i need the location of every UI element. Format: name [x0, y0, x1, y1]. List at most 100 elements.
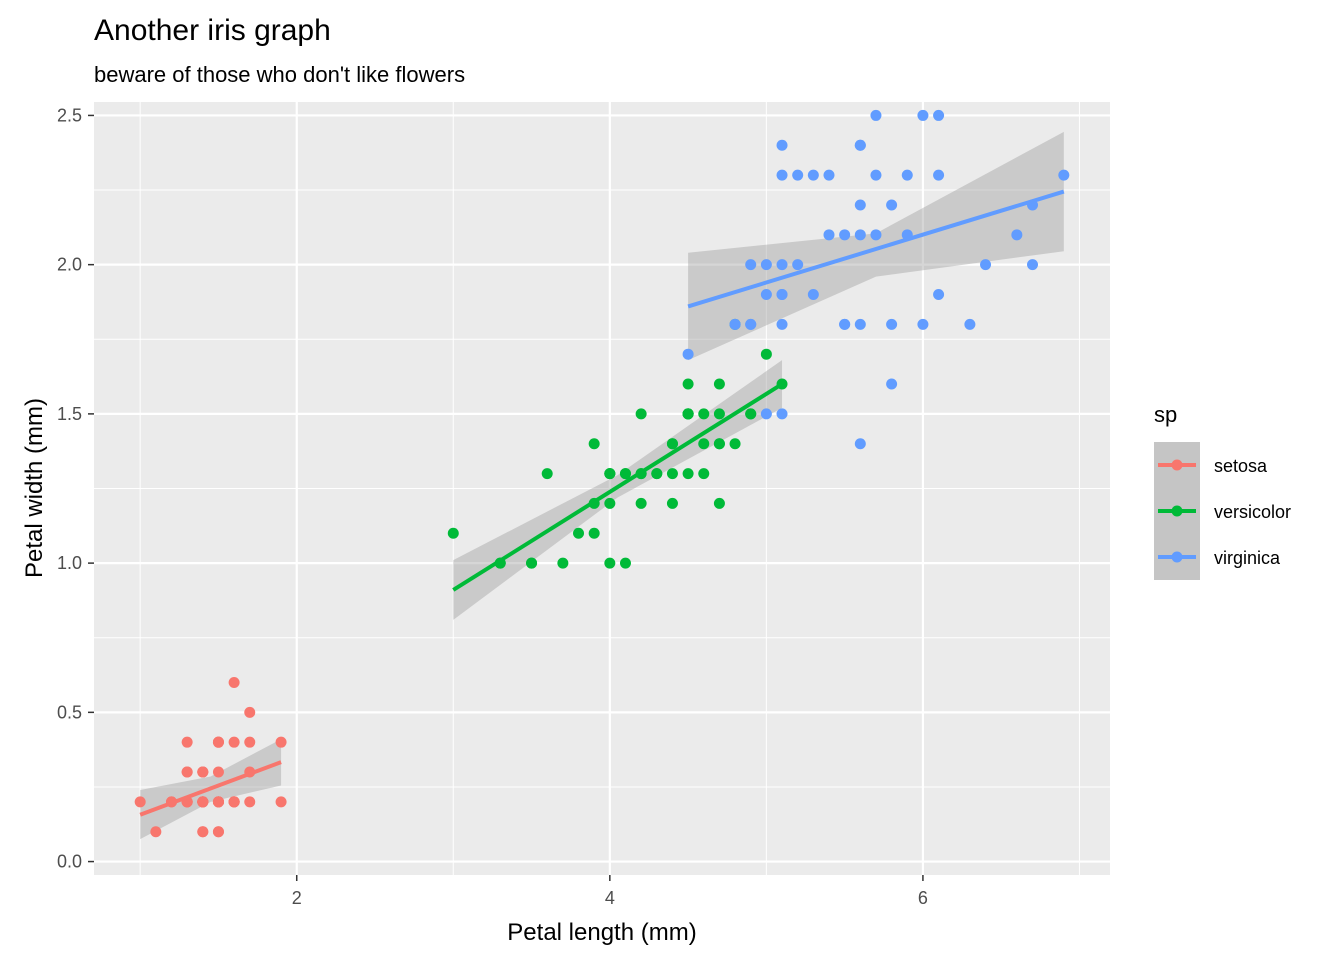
data-point-setosa: [275, 736, 287, 748]
confidence-band-versicolor: [453, 360, 783, 620]
legend-label-setosa: setosa: [1214, 456, 1268, 476]
data-point-versicolor: [682, 408, 694, 420]
data-point-virginica: [776, 259, 788, 271]
axis-ticks: 2 4 6 0.0 0.5 1.0 1.5 2.0 2.5: [57, 105, 928, 908]
data-point-virginica: [854, 229, 866, 241]
data-point-versicolor: [541, 468, 553, 480]
data-point-setosa: [150, 826, 162, 838]
data-point-versicolor: [588, 527, 600, 539]
y-tick-label: 1.0: [57, 553, 82, 573]
fit-line-virginica: [687, 189, 1065, 309]
data-point-virginica: [917, 318, 929, 330]
y-axis-title: Petal width (mm): [21, 398, 48, 578]
grid-lines: [94, 102, 1110, 875]
legend: setosa versicolor virginica: [1154, 442, 1291, 580]
data-point-virginica: [823, 169, 835, 181]
data-point-versicolor: [666, 497, 678, 509]
data-point-versicolor: [557, 557, 569, 569]
data-point-virginica: [1058, 169, 1070, 181]
data-point-virginica: [760, 408, 772, 420]
y-tick-label: 2.0: [57, 255, 82, 275]
data-point-virginica: [854, 438, 866, 450]
data-point-virginica: [839, 229, 851, 241]
data-point-virginica: [776, 289, 788, 301]
data-point-versicolor: [651, 468, 663, 480]
data-point-virginica: [776, 139, 788, 151]
data-point-versicolor: [666, 468, 678, 480]
data-point-virginica: [886, 199, 898, 211]
data-point-setosa: [212, 736, 224, 748]
data-point-virginica: [823, 229, 835, 241]
data-point-virginica: [917, 109, 929, 121]
data-point-versicolor: [666, 438, 678, 450]
data-point-virginica: [886, 318, 898, 330]
data-point-setosa: [244, 736, 256, 748]
data-point-virginica: [682, 348, 694, 360]
y-tick-label: 0.5: [57, 702, 82, 722]
data-point-setosa: [228, 796, 240, 808]
data-point-virginica: [807, 169, 819, 181]
data-point-virginica: [933, 289, 945, 301]
legend-point-virginica: [1171, 551, 1183, 563]
y-tick-label: 2.5: [57, 105, 82, 125]
data-point-virginica: [1011, 229, 1023, 241]
data-point-versicolor: [713, 378, 725, 390]
data-point-virginica: [760, 289, 772, 301]
x-axis-title: Petal length (mm): [507, 919, 696, 946]
data-point-versicolor: [604, 468, 616, 480]
data-point-virginica: [870, 109, 882, 121]
data-point-virginica: [745, 318, 757, 330]
data-point-virginica: [807, 289, 819, 301]
data-point-virginica: [792, 169, 804, 181]
x-tick-label: 6: [918, 888, 928, 908]
data-point-virginica: [901, 169, 913, 181]
legend-title: sp: [1154, 402, 1177, 427]
data-point-versicolor: [698, 468, 710, 480]
data-point-versicolor: [745, 408, 757, 420]
data-point-versicolor: [526, 557, 538, 569]
data-point-setosa: [228, 736, 240, 748]
confidence-band-virginica: [688, 131, 1064, 361]
data-point-versicolor: [682, 378, 694, 390]
chart-title: Another iris graph: [94, 14, 331, 47]
legend-point-versicolor: [1171, 505, 1183, 517]
data-point-setosa: [197, 796, 209, 808]
chart-subtitle: beware of those who don't like flowers: [94, 62, 465, 87]
data-point-virginica: [745, 259, 757, 271]
y-tick-label: 1.5: [57, 404, 82, 424]
data-point-virginica: [776, 169, 788, 181]
data-point-versicolor: [713, 497, 725, 509]
data-point-virginica: [854, 318, 866, 330]
data-point-virginica: [776, 408, 788, 420]
data-point-virginica: [964, 318, 976, 330]
data-point-setosa: [134, 796, 146, 808]
legend-label-versicolor: versicolor: [1214, 502, 1291, 522]
y-tick-label: 0.0: [57, 852, 82, 872]
data-point-virginica: [839, 318, 851, 330]
data-point-setosa: [181, 736, 193, 748]
data-point-virginica: [729, 318, 741, 330]
data-point-virginica: [854, 139, 866, 151]
data-point-setosa: [244, 796, 256, 808]
data-point-setosa: [244, 706, 256, 718]
data-point-versicolor: [635, 408, 647, 420]
data-point-setosa: [212, 796, 224, 808]
legend-point-setosa: [1171, 459, 1183, 471]
legend-label-virginica: virginica: [1214, 548, 1281, 568]
data-point-versicolor: [588, 438, 600, 450]
data-point-setosa: [212, 766, 224, 778]
data-point-versicolor: [604, 497, 616, 509]
data-point-setosa: [212, 826, 224, 838]
data-point-versicolor: [729, 438, 741, 450]
data-point-setosa: [275, 796, 287, 808]
data-point-setosa: [197, 826, 209, 838]
data-point-virginica: [760, 259, 772, 271]
data-point-virginica: [980, 259, 992, 271]
data-point-virginica: [886, 378, 898, 390]
fit-line-setosa: [139, 760, 282, 817]
data-point-virginica: [776, 318, 788, 330]
data-point-versicolor: [760, 348, 772, 360]
fit-lines: [139, 189, 1065, 817]
